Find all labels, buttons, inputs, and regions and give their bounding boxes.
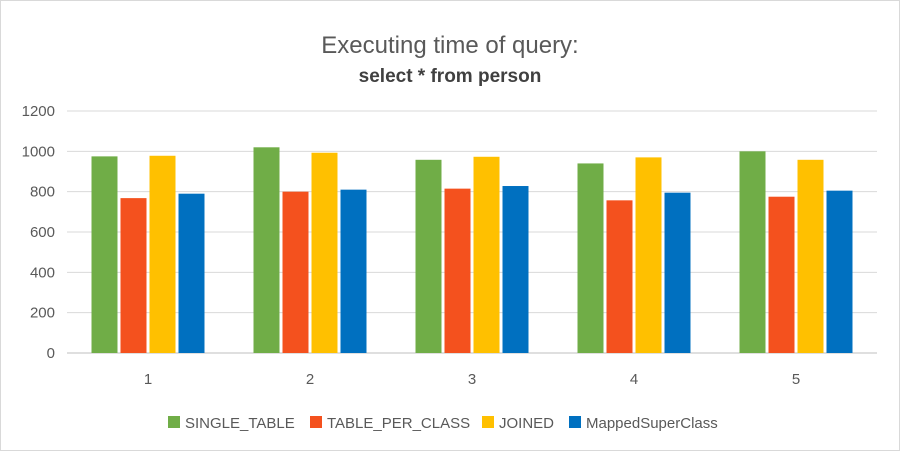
chart-subtitle: select * from person	[359, 66, 542, 87]
bar-mappedsuperclass-5	[826, 190, 853, 353]
bar-table-per-class-4	[606, 200, 633, 353]
chart-title: Executing time of query:	[321, 32, 578, 59]
bar-single-table-5	[739, 151, 766, 353]
legend-label: SINGLE_TABLE	[185, 415, 295, 432]
legend-swatch	[310, 416, 322, 428]
bar-joined-2	[311, 152, 338, 353]
x-tick-label: 1	[144, 371, 152, 388]
bars	[91, 147, 853, 353]
bar-single-table-4	[577, 163, 604, 353]
bar-table-per-class-5	[768, 196, 795, 353]
y-axis-ticks: 0 200 400 600 800 1000 1200	[22, 103, 55, 362]
bar-mappedsuperclass-1	[178, 193, 205, 353]
x-tick-label: 2	[306, 371, 314, 388]
x-tick-label: 5	[792, 371, 800, 388]
bar-single-table-2	[253, 147, 280, 353]
legend-swatch	[482, 416, 494, 428]
bar-mappedsuperclass-4	[664, 192, 691, 353]
bar-table-per-class-1	[120, 198, 147, 353]
legend-label: MappedSuperClass	[586, 415, 718, 432]
legend-swatch	[168, 416, 180, 428]
bar-joined-4	[635, 157, 662, 353]
bar-single-table-1	[91, 156, 118, 353]
bar-joined-3	[473, 156, 500, 353]
bar-table-per-class-3	[444, 188, 471, 353]
bar-single-table-3	[415, 159, 442, 353]
bar-table-per-class-2	[282, 191, 309, 353]
y-tick-label: 400	[30, 264, 55, 281]
x-tick-label: 4	[630, 371, 638, 388]
bar-mappedsuperclass-2	[340, 189, 367, 353]
x-tick-label: 3	[468, 371, 476, 388]
y-tick-label: 1200	[22, 103, 55, 120]
y-tick-label: 0	[47, 345, 55, 362]
legend-label: JOINED	[499, 415, 554, 432]
legend-label: TABLE_PER_CLASS	[327, 415, 470, 432]
legend-swatch	[569, 416, 581, 428]
y-tick-label: 800	[30, 184, 55, 201]
bar-mappedsuperclass-3	[502, 186, 529, 353]
x-axis-ticks: 1 2 3 4 5	[144, 371, 800, 388]
bar-joined-1	[149, 155, 176, 353]
y-tick-label: 200	[30, 305, 55, 322]
bar-joined-5	[797, 159, 824, 353]
y-tick-label: 1000	[22, 143, 55, 160]
legend: SINGLE_TABLE TABLE_PER_CLASS JOINED MappedS…	[168, 415, 718, 432]
y-tick-label: 600	[30, 224, 55, 241]
